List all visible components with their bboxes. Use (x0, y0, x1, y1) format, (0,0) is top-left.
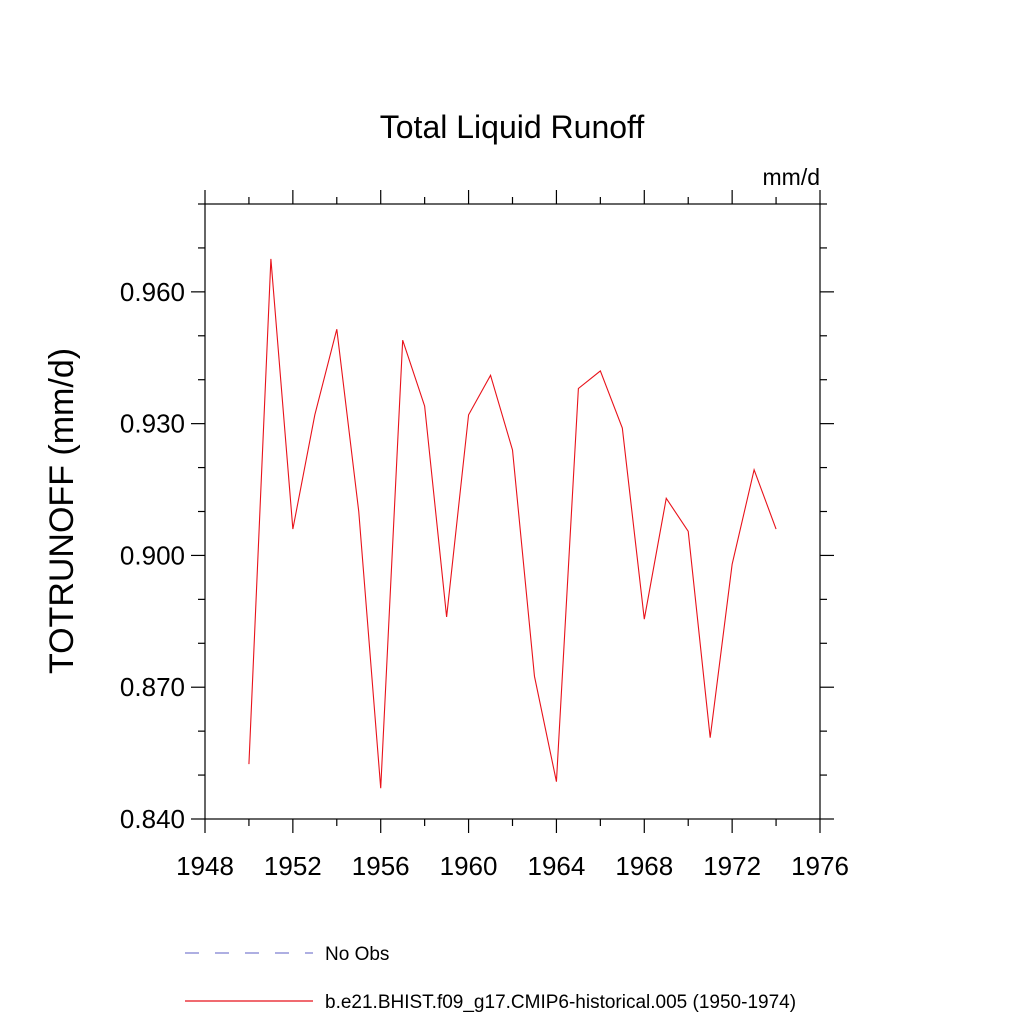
x-tick-label: 1960 (440, 851, 498, 881)
x-tick-label: 1952 (264, 851, 322, 881)
x-tick-label: 1956 (352, 851, 410, 881)
x-tick-label: 1964 (528, 851, 586, 881)
x-tick-label: 1976 (791, 851, 849, 881)
y-tick-label: 0.960 (120, 277, 185, 307)
x-tick-label: 1968 (615, 851, 673, 881)
y-tick-label: 0.870 (120, 672, 185, 702)
plot-frame (204, 203, 821, 820)
legend: No Obs b.e21.BHIST.f09_g17.CMIP6-histori… (185, 944, 796, 1013)
chart-title: Total Liquid Runoff (380, 109, 645, 145)
x-axis-ticks: 1948 1952 1956 1960 1964 1968 1972 1976 (176, 190, 849, 881)
units-label: mm/d (763, 164, 821, 190)
legend-label-historical: b.e21.BHIST.f09_g17.CMIP6-historical.005… (325, 992, 796, 1013)
x-tick-label: 1948 (176, 851, 234, 881)
legend-label-no-obs: No Obs (325, 944, 389, 965)
y-axis-label: TOTRUNOFF (mm/d) (43, 348, 81, 674)
y-tick-label: 0.930 (120, 409, 185, 439)
y-tick-label: 0.900 (120, 540, 185, 570)
y-tick-label: 0.840 (120, 804, 185, 834)
plot-series (248, 258, 777, 789)
series-line-1 (248, 258, 777, 789)
x-tick-label: 1972 (703, 851, 761, 881)
y-axis-ticks: 0.840 0.870 0.900 0.930 0.960 (120, 203, 834, 834)
